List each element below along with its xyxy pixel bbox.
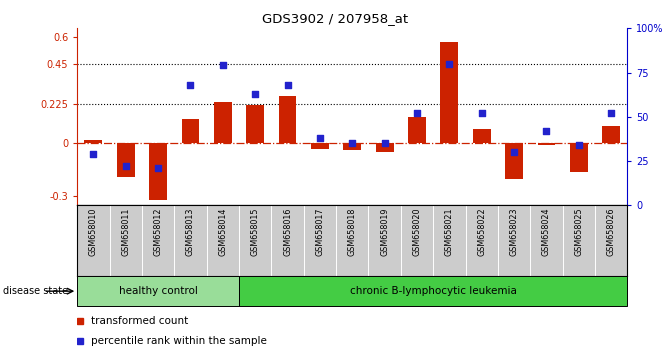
Text: GSM658019: GSM658019 <box>380 207 389 256</box>
Text: healthy control: healthy control <box>119 286 197 296</box>
Text: GSM658017: GSM658017 <box>315 207 324 256</box>
Bar <box>603 126 620 143</box>
Point <box>606 110 617 116</box>
Text: GSM658016: GSM658016 <box>283 207 292 256</box>
Point <box>120 164 131 169</box>
Bar <box>570 143 588 172</box>
Text: GSM658022: GSM658022 <box>477 207 486 256</box>
Point <box>476 110 487 116</box>
Bar <box>408 117 426 143</box>
Bar <box>214 102 231 143</box>
Text: GSM658012: GSM658012 <box>154 207 162 256</box>
Bar <box>77 276 239 306</box>
Bar <box>440 42 458 143</box>
Bar <box>344 143 361 150</box>
Text: chronic B-lymphocytic leukemia: chronic B-lymphocytic leukemia <box>350 286 517 296</box>
Bar <box>246 105 264 143</box>
Text: GSM658010: GSM658010 <box>89 207 98 256</box>
Text: GSM658020: GSM658020 <box>413 207 421 256</box>
Point <box>153 165 164 171</box>
Point <box>315 135 325 141</box>
Point <box>541 128 552 134</box>
Text: GSM658018: GSM658018 <box>348 207 357 256</box>
Point <box>217 63 228 68</box>
Point <box>444 61 455 67</box>
Point <box>379 141 390 146</box>
Point <box>411 110 422 116</box>
Point <box>509 149 519 155</box>
Bar <box>117 143 135 177</box>
Bar <box>182 119 199 143</box>
Point <box>347 141 358 146</box>
Text: GSM658015: GSM658015 <box>251 207 260 256</box>
Bar <box>149 143 167 200</box>
Text: GSM658025: GSM658025 <box>574 207 583 256</box>
Text: transformed count: transformed count <box>91 315 188 326</box>
Bar <box>376 143 393 152</box>
Bar <box>473 129 491 143</box>
Point <box>250 91 260 97</box>
Point <box>88 151 99 157</box>
Bar <box>85 140 102 143</box>
Bar <box>278 96 297 143</box>
Bar <box>311 143 329 149</box>
Bar <box>239 276 627 306</box>
Text: GSM658023: GSM658023 <box>509 207 519 256</box>
Text: GSM658026: GSM658026 <box>607 207 616 256</box>
Point <box>574 142 584 148</box>
Text: disease state: disease state <box>3 286 68 296</box>
Text: GSM658021: GSM658021 <box>445 207 454 256</box>
Point <box>185 82 196 88</box>
Text: GSM658013: GSM658013 <box>186 207 195 256</box>
Bar <box>537 143 556 145</box>
Point <box>282 82 293 88</box>
Text: GDS3902 / 207958_at: GDS3902 / 207958_at <box>262 12 409 25</box>
Bar <box>505 143 523 179</box>
Text: GSM658024: GSM658024 <box>542 207 551 256</box>
Text: GSM658011: GSM658011 <box>121 207 130 256</box>
Text: GSM658014: GSM658014 <box>218 207 227 256</box>
Text: percentile rank within the sample: percentile rank within the sample <box>91 336 266 346</box>
